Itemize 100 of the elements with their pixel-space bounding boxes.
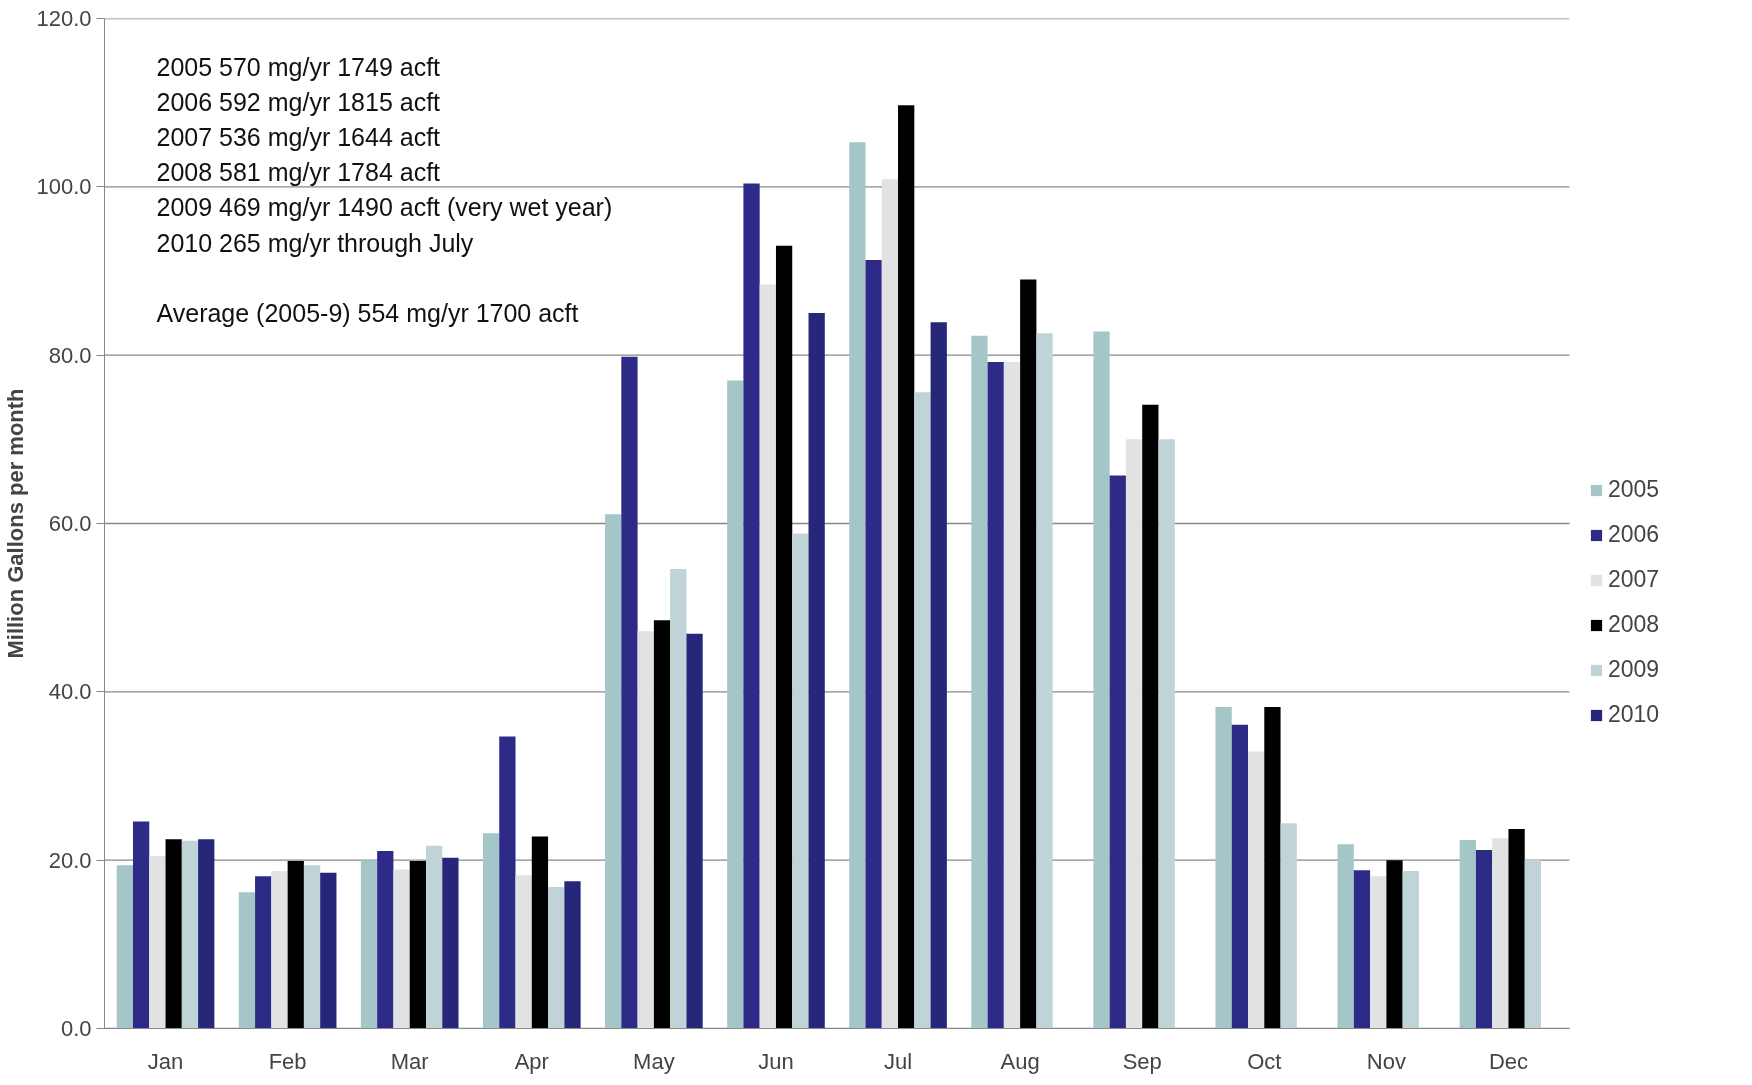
y-tick-label: 120.0 — [36, 6, 92, 31]
bar — [914, 392, 931, 1029]
y-tick-label: 80.0 — [48, 342, 92, 368]
bar — [320, 872, 337, 1029]
bar — [727, 380, 744, 1029]
y-axis-title: Million Gallons per month — [3, 388, 29, 659]
bar — [198, 839, 215, 1029]
bar — [287, 861, 304, 1029]
y-tick-label: 60.0 — [48, 511, 92, 536]
bar — [808, 313, 825, 1029]
bar — [1508, 829, 1525, 1029]
bar — [393, 869, 410, 1029]
x-tick-label: Jun — [758, 1048, 794, 1074]
bar — [1337, 844, 1354, 1029]
annotation: 2006 592 mg/yr 1815 acft — [156, 87, 441, 116]
legend-label: 2007 — [1608, 566, 1660, 593]
bar — [1142, 404, 1159, 1029]
bar — [116, 865, 133, 1029]
y-tick-label: 0.0 — [60, 1016, 92, 1041]
y-tick-label: 20.0 — [48, 847, 92, 873]
x-tick-label: Oct — [1247, 1048, 1282, 1074]
y-tick-label: 40.0 — [48, 679, 92, 705]
bar — [181, 840, 199, 1029]
bar — [531, 836, 549, 1029]
bar — [1280, 823, 1297, 1029]
bar — [165, 839, 182, 1029]
bar — [1036, 333, 1053, 1029]
x-tick-label: Mar — [390, 1048, 429, 1074]
bar — [482, 833, 500, 1029]
bar — [865, 260, 882, 1029]
legend-label: 2010 — [1608, 701, 1660, 728]
bar — [271, 871, 288, 1029]
bar — [1459, 839, 1476, 1029]
x-tick-label: Nov — [1366, 1048, 1406, 1074]
bar — [971, 335, 988, 1029]
bar — [1370, 876, 1387, 1029]
bar — [238, 892, 256, 1029]
annotation: Average (2005-9) 554 mg/yr 1700 acft — [156, 298, 579, 327]
bar — [987, 361, 1004, 1029]
bar — [759, 284, 776, 1029]
x-tick-label: Feb — [268, 1048, 307, 1074]
bar — [132, 821, 150, 1029]
bar — [743, 183, 760, 1029]
bar — [515, 875, 532, 1029]
bar — [653, 620, 671, 1029]
bar — [1492, 838, 1509, 1029]
bar — [1264, 706, 1281, 1029]
bar — [1231, 724, 1249, 1029]
bar — [1003, 361, 1021, 1029]
bar — [360, 860, 378, 1029]
annotation: 2007 536 mg/yr 1644 acft — [156, 122, 441, 151]
bar — [1353, 870, 1371, 1029]
bar — [605, 514, 622, 1029]
bar — [1475, 850, 1493, 1029]
bar — [425, 845, 443, 1029]
bar — [303, 865, 321, 1029]
bar — [1109, 475, 1126, 1029]
legend-label: 2006 — [1608, 521, 1660, 548]
bar — [1215, 706, 1232, 1029]
legend-label: 2009 — [1608, 656, 1660, 683]
bar — [930, 322, 947, 1029]
bar — [1093, 331, 1110, 1029]
legend-label: 2008 — [1608, 611, 1660, 638]
annotation: 2009 469 mg/yr 1490 acft (very wet year) — [156, 193, 613, 222]
bar — [670, 568, 687, 1029]
bar — [849, 142, 866, 1029]
bar — [499, 736, 516, 1029]
bar — [1158, 439, 1175, 1029]
x-tick-label: May — [633, 1048, 675, 1074]
bar — [898, 105, 915, 1029]
x-tick-label: Jul — [883, 1048, 913, 1074]
bar — [1248, 751, 1265, 1029]
bar — [564, 881, 581, 1029]
annotation: 2008 581 mg/yr 1784 acft — [156, 158, 441, 187]
bar — [442, 857, 459, 1029]
x-tick-label: Aug — [1000, 1048, 1040, 1074]
bar — [548, 887, 565, 1029]
y-tick-label: 100.0 — [36, 174, 92, 200]
bar — [1386, 860, 1403, 1029]
annotation: 2005 570 mg/yr 1749 acft — [156, 52, 441, 81]
x-tick-label: Sep — [1122, 1048, 1162, 1074]
bar — [881, 179, 899, 1029]
bar — [637, 631, 654, 1029]
bar — [255, 876, 272, 1029]
bar — [149, 855, 166, 1029]
bar — [1125, 439, 1143, 1029]
bar — [621, 356, 638, 1029]
bar — [686, 633, 703, 1029]
bar — [792, 533, 809, 1029]
x-tick-label: Apr — [514, 1048, 549, 1074]
legend-label: 2005 — [1608, 476, 1660, 503]
annotation: 2010 265 mg/yr through July — [156, 228, 474, 257]
x-tick-label: Jan — [147, 1048, 184, 1074]
bar — [1402, 871, 1419, 1029]
bar — [409, 861, 426, 1029]
bar — [1524, 859, 1542, 1029]
bar — [775, 245, 793, 1029]
bar — [1020, 279, 1037, 1029]
bar — [377, 850, 394, 1029]
x-tick-label: Dec — [1488, 1048, 1529, 1074]
